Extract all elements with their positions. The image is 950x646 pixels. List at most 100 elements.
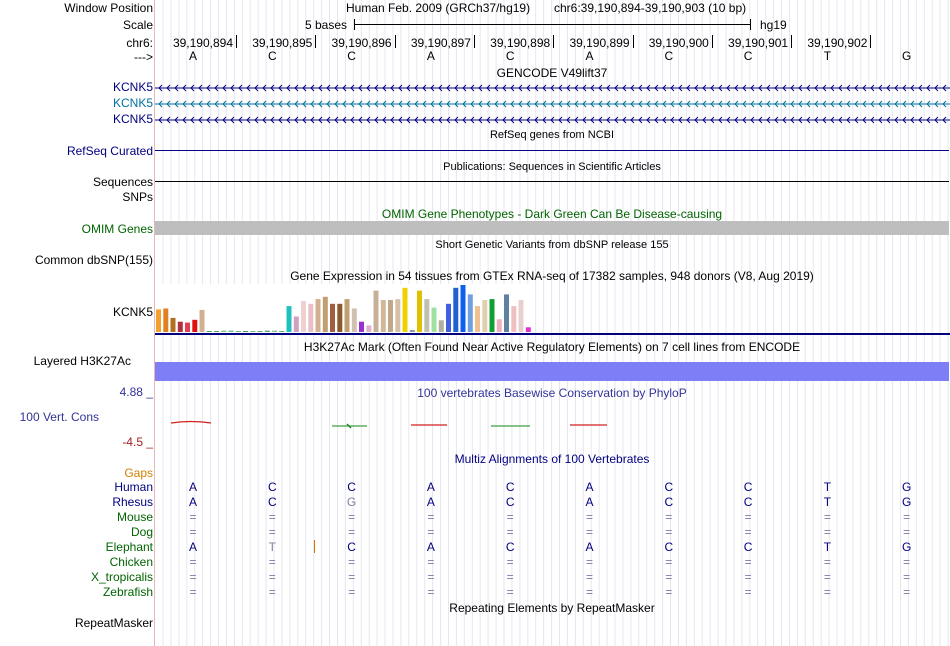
alignment-base: C (347, 540, 356, 554)
coordinate-tick (711, 35, 713, 48)
publications-label[interactable]: Sequences (92, 175, 153, 189)
gtex-tissue-bar (460, 285, 466, 332)
gtex-tissue-bar (308, 303, 314, 332)
alignment-base: = (585, 555, 594, 569)
coordinate-label: 39,190,896 (331, 36, 392, 50)
h3k27ac-track-title: H3K27Ac Mark (Often Found Near Active Re… (303, 340, 801, 354)
phylop-track-title: 100 vertebrates Basewise Conservation by… (417, 386, 687, 400)
alignment-base: = (268, 570, 276, 584)
gtex-expression-chart[interactable] (155, 284, 950, 336)
gtex-tissue-bar (417, 290, 422, 332)
gencode-transcript-1 (155, 84, 950, 92)
reference-base[interactable]: C (505, 49, 515, 63)
coordinate-tick (791, 35, 793, 48)
species-label[interactable]: Mouse (116, 510, 153, 524)
species-label[interactable]: Zebrafish (102, 585, 153, 599)
h3k27ac-label[interactable]: Layered H3K27Ac (33, 354, 131, 368)
phylop-max-value: 4.88 _ (119, 385, 153, 399)
alignment-base: C (267, 480, 277, 494)
refseq-track-title: RefSeq genes from NCBI (489, 129, 615, 141)
alignment-base: T (823, 495, 832, 509)
alignment-base: = (585, 510, 594, 524)
gtex-tissue-bar (264, 330, 270, 332)
alignment-base: = (189, 555, 197, 569)
gtex-tissue-bar (467, 294, 473, 332)
phylop-label[interactable]: 100 Vert. Cons (19, 410, 99, 424)
alignment-base: A (188, 495, 198, 509)
alignment-base: = (506, 525, 514, 539)
alignment-base: = (189, 510, 197, 524)
reference-base[interactable]: G (902, 49, 912, 63)
reference-base[interactable]: C (743, 49, 753, 63)
gencode-gene-label-3[interactable]: KCNK5 (112, 112, 153, 126)
species-label[interactable]: Rhesus (112, 495, 153, 509)
elephant-insertion-mark[interactable] (314, 540, 315, 553)
alignment-base: A (426, 540, 435, 554)
alignment-base: = (427, 570, 435, 584)
reference-base[interactable]: C (347, 49, 356, 63)
alignment-base: G (346, 495, 357, 509)
h3k27ac-signal-bar[interactable] (155, 362, 949, 381)
species-label[interactable]: X_tropicalis (90, 570, 153, 584)
coordinate-tick (870, 35, 872, 48)
gtex-tissue-bar (243, 331, 248, 332)
publications-line[interactable] (155, 181, 949, 182)
gtex-tissue-bar (482, 300, 488, 332)
phylop-conservation-plot[interactable] (155, 418, 950, 432)
gtex-tissue-bar (214, 331, 219, 332)
coordinate-label: 39,190,894 (172, 36, 233, 50)
gtex-gene-label[interactable]: KCNK5 (112, 305, 153, 319)
gtex-tissue-bar (344, 299, 350, 332)
gencode-gene-label-2[interactable]: KCNK5 (112, 96, 153, 110)
omim-gene-bar[interactable] (155, 221, 949, 235)
gtex-tissue-bar (511, 306, 517, 332)
coordinate-tick (315, 35, 317, 48)
gtex-track-title: Gene Expression in 54 tissues from GTEx … (290, 269, 814, 283)
species-label[interactable]: Chicken (109, 555, 153, 569)
repeatmasker-label[interactable]: RepeatMasker (74, 616, 153, 630)
gtex-tissue-bar (228, 330, 234, 332)
gtex-tissue-bar (199, 309, 205, 332)
gtex-chart-background (155, 284, 531, 334)
gtex-tissue-bar (431, 307, 437, 332)
reference-base[interactable]: A (585, 49, 594, 63)
species-label[interactable]: Elephant (105, 540, 153, 554)
gencode-gene-label-1[interactable]: KCNK5 (112, 80, 153, 94)
alignment-base: = (427, 510, 435, 524)
gtex-tissue-bar (518, 300, 524, 332)
coordinate-label: 39,190,897 (410, 36, 471, 50)
gencode-transcripts[interactable] (155, 80, 950, 126)
reference-base[interactable]: A (426, 49, 435, 63)
alignment-base: = (585, 570, 594, 584)
species-label[interactable]: Dog (130, 525, 153, 539)
alignment-base: G (902, 495, 912, 509)
gtex-tissue-bar (388, 300, 393, 332)
dbsnp-label[interactable]: Common dbSNP(155) (34, 253, 153, 267)
gtex-tissue-bar (293, 316, 299, 332)
coordinate-tick (473, 35, 475, 48)
phylop-mark-1 (170, 420, 212, 424)
gtex-tissue-bar (380, 300, 386, 332)
omim-label[interactable]: OMIM Genes (81, 222, 153, 236)
reference-base[interactable]: C (664, 49, 674, 63)
alignment-base: C (505, 495, 515, 509)
reference-base[interactable]: A (188, 49, 198, 63)
chrom-label: chr6: (126, 36, 153, 50)
alignment-base: C (267, 495, 277, 509)
alignment-base: = (823, 585, 831, 599)
refseq-gene-line[interactable] (155, 150, 949, 151)
refseq-label[interactable]: RefSeq Curated (66, 144, 153, 158)
reference-base[interactable]: C (267, 49, 277, 63)
alignment-base: = (665, 510, 673, 524)
repeatmasker-track-title: Repeating Elements by RepeatMasker (449, 601, 655, 615)
strand-label: ---> (134, 50, 153, 64)
species-label[interactable]: Human (114, 480, 153, 494)
alignment-base: = (268, 555, 276, 569)
alignment-base: A (585, 495, 594, 509)
reference-base[interactable]: T (823, 49, 832, 63)
snps-label[interactable]: SNPs (122, 190, 153, 204)
alignment-base: = (506, 510, 514, 524)
gtex-tissue-bar (366, 325, 372, 332)
gtex-tissue-bar (359, 321, 364, 332)
